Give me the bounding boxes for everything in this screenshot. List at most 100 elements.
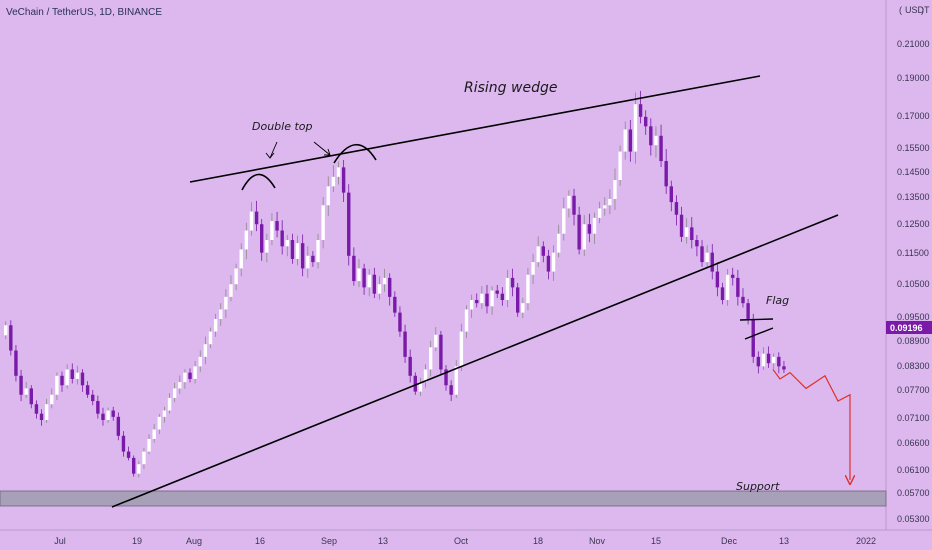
candle-bullish	[418, 382, 423, 392]
candle-bullish	[295, 243, 300, 259]
candle-bearish	[91, 394, 95, 402]
candle-bullish	[65, 369, 69, 386]
candle-bearish	[126, 451, 131, 458]
price-tick-label: 0.09500	[897, 312, 930, 322]
candle-bullish	[705, 252, 709, 263]
candle-bearish	[516, 287, 520, 313]
candle-bullish	[24, 388, 28, 395]
candle-bullish	[321, 205, 325, 240]
candle-bearish	[546, 255, 551, 272]
candle-bullish	[428, 347, 433, 370]
time-tick-label: 13	[779, 536, 789, 546]
price-tick-label: 0.07700	[897, 385, 930, 395]
candle-bullish	[44, 404, 49, 420]
time-tick-label: Jul	[54, 536, 66, 546]
candle-bullish	[285, 240, 289, 247]
double-top-arc-1	[241, 173, 276, 191]
double-top-pointer-2-head	[324, 148, 331, 156]
candle-bearish	[674, 202, 679, 215]
candle-bearish	[587, 224, 592, 234]
candle-bullish	[423, 369, 428, 383]
double-top-pointer-2	[313, 141, 331, 156]
candle-bullish	[244, 230, 249, 250]
candle-bullish	[654, 135, 658, 146]
candle-bullish	[526, 274, 530, 304]
candle-bullish	[505, 277, 510, 300]
time-axis[interactable]: Jul 19 Aug 16 Sep 13 Oct 18 Nov 15 Dec 13 2022	[54, 536, 876, 546]
candle-bullish	[367, 274, 371, 288]
candle-bearish	[14, 350, 18, 376]
candle-bearish	[572, 195, 576, 215]
candle-bullish	[224, 296, 228, 310]
candle-bearish	[541, 246, 545, 256]
candle-bearish	[500, 293, 505, 300]
last-price-badge	[886, 321, 932, 334]
candle-bullish	[50, 394, 54, 405]
candle-bullish	[239, 249, 243, 269]
candle-bullish	[306, 255, 310, 269]
candle-bearish	[188, 372, 192, 379]
candle-bullish	[203, 344, 208, 357]
candle-bearish	[280, 230, 284, 247]
candle-bearish	[116, 416, 121, 436]
candle-bullish	[4, 325, 8, 336]
candle-bullish	[562, 208, 566, 234]
candle-bullish	[55, 375, 59, 395]
candle-bearish	[766, 353, 771, 364]
candles-layer	[4, 90, 786, 478]
candle-bearish	[393, 296, 397, 313]
wedge-lower-trendline[interactable]	[111, 214, 839, 508]
candle-bearish	[85, 385, 90, 395]
candle-bearish	[275, 221, 279, 231]
price-tick-label: 0.05300	[897, 514, 930, 524]
candle-bearish	[715, 271, 720, 288]
candle-bearish	[132, 457, 136, 474]
candle-bearish	[39, 413, 44, 420]
candle-bearish	[700, 246, 704, 263]
candle-bullish	[597, 208, 602, 218]
candle-bullish	[326, 186, 330, 206]
candle-bearish	[341, 167, 346, 193]
candle-bearish	[300, 243, 305, 269]
candle-bearish	[80, 372, 85, 386]
candle-bearish	[372, 274, 377, 294]
candle-bullish	[613, 180, 617, 199]
time-tick-label: 16	[255, 536, 265, 546]
candle-bullish	[137, 464, 141, 474]
candle-bullish	[219, 309, 223, 319]
last-price-value: 0.09196	[890, 323, 923, 333]
candle-bearish	[347, 192, 351, 256]
price-axis[interactable]: 0.21000 0.19000 0.17000 0.15500 0.14500 0.135…	[897, 39, 930, 524]
support-label: Support	[736, 480, 780, 493]
candle-bullish	[377, 284, 382, 294]
candle-bullish	[454, 366, 458, 395]
candle-bearish	[638, 104, 643, 117]
candle-bearish	[449, 385, 453, 395]
candle-bearish	[439, 334, 443, 370]
wedge-upper-trendline[interactable]	[189, 75, 761, 183]
time-tick-label: Aug	[186, 536, 202, 546]
candle-bearish	[260, 224, 264, 253]
candle-bullish	[157, 416, 161, 430]
support-zone	[0, 490, 887, 507]
candle-bullish	[249, 211, 254, 231]
candle-bearish	[741, 296, 745, 304]
candle-bearish	[710, 252, 714, 272]
candle-bearish	[362, 268, 366, 288]
candle-bullish	[592, 217, 597, 234]
currency-label: USDT	[905, 5, 930, 15]
flag-label: Flag	[766, 294, 789, 307]
candle-bullish	[336, 167, 341, 177]
candle-bearish	[29, 388, 33, 405]
candle-bullish	[178, 382, 182, 389]
time-tick-label: 19	[132, 536, 142, 546]
candle-bullish	[183, 372, 187, 383]
candle-bullish	[193, 366, 197, 379]
candle-bullish	[316, 240, 320, 263]
time-tick-label: Sep	[321, 536, 337, 546]
candle-bullish	[270, 221, 274, 240]
candle-bullish	[725, 274, 730, 300]
candle-bearish	[720, 287, 725, 300]
